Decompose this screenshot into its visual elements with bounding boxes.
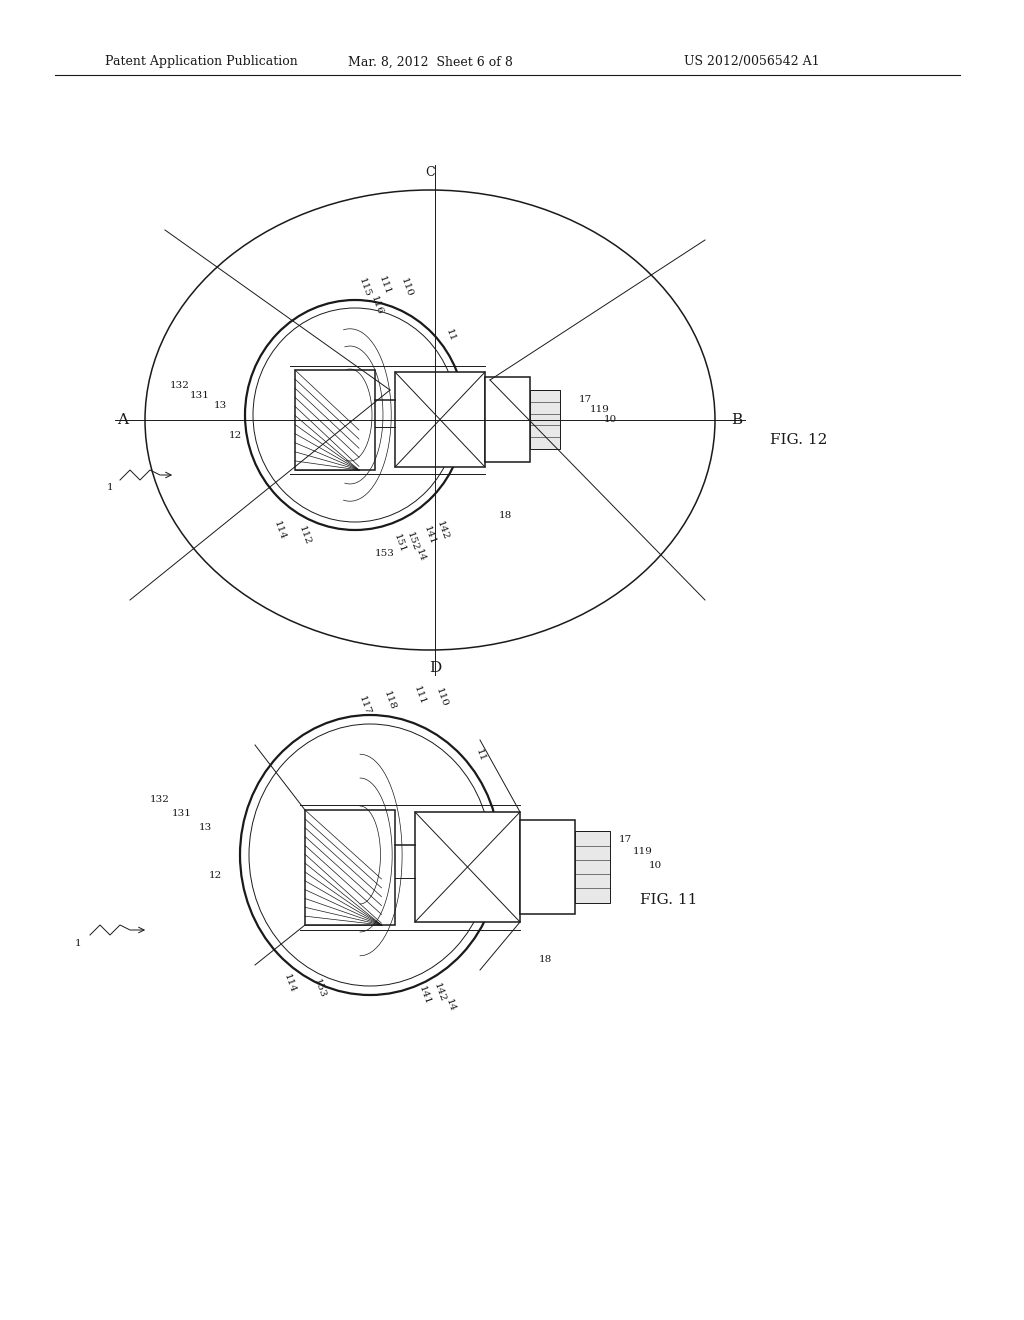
Text: 111: 111 xyxy=(413,684,428,706)
Text: 132: 132 xyxy=(170,380,189,389)
Text: 14: 14 xyxy=(414,548,426,562)
Text: 153: 153 xyxy=(375,549,395,557)
Text: 18: 18 xyxy=(499,511,512,520)
Bar xyxy=(415,812,520,921)
Bar xyxy=(575,832,610,903)
Text: 111: 111 xyxy=(378,275,392,296)
Text: 13: 13 xyxy=(199,822,212,832)
Text: 116: 116 xyxy=(370,294,385,315)
Text: US 2012/0056542 A1: US 2012/0056542 A1 xyxy=(684,55,820,69)
Text: 18: 18 xyxy=(539,956,552,965)
Text: A: A xyxy=(118,413,128,426)
Text: 117: 117 xyxy=(357,694,373,715)
Text: 12: 12 xyxy=(208,870,221,879)
Text: B: B xyxy=(731,413,742,426)
Text: 152: 152 xyxy=(406,531,421,552)
Text: C: C xyxy=(425,165,435,178)
Text: 115: 115 xyxy=(357,276,373,298)
Text: 114: 114 xyxy=(272,519,288,541)
Text: 14: 14 xyxy=(443,997,457,1012)
Text: 119: 119 xyxy=(590,405,610,414)
Text: 11: 11 xyxy=(443,327,457,343)
Text: 142: 142 xyxy=(435,519,451,541)
Text: 131: 131 xyxy=(172,808,191,817)
Text: 151: 151 xyxy=(392,532,408,554)
Text: 141: 141 xyxy=(422,524,437,546)
Text: 142: 142 xyxy=(432,981,447,1003)
Bar xyxy=(305,810,395,925)
Bar xyxy=(485,378,530,462)
Text: 17: 17 xyxy=(618,836,632,845)
Text: 153: 153 xyxy=(312,977,328,999)
Text: 112: 112 xyxy=(297,524,312,546)
Text: 110: 110 xyxy=(434,686,450,708)
Text: 17: 17 xyxy=(579,396,592,404)
Text: 1: 1 xyxy=(75,940,81,949)
Text: 11: 11 xyxy=(473,747,486,763)
Bar xyxy=(395,372,485,467)
Text: 13: 13 xyxy=(213,400,226,409)
Text: 12: 12 xyxy=(228,430,242,440)
Text: 10: 10 xyxy=(603,416,616,425)
Text: 10: 10 xyxy=(648,861,662,870)
Text: Mar. 8, 2012  Sheet 6 of 8: Mar. 8, 2012 Sheet 6 of 8 xyxy=(347,55,512,69)
Text: D: D xyxy=(429,661,441,675)
Bar xyxy=(530,389,560,449)
Text: FIG. 11: FIG. 11 xyxy=(640,894,697,907)
Text: 110: 110 xyxy=(399,276,415,298)
Text: FIG. 12: FIG. 12 xyxy=(770,433,827,447)
Text: 131: 131 xyxy=(190,391,210,400)
Text: Patent Application Publication: Patent Application Publication xyxy=(105,55,298,69)
Text: 114: 114 xyxy=(283,972,298,994)
Text: 132: 132 xyxy=(151,796,170,804)
Text: 1: 1 xyxy=(106,483,114,492)
Text: 141: 141 xyxy=(418,985,432,1006)
Bar xyxy=(520,820,575,913)
Bar xyxy=(295,370,375,470)
Text: 119: 119 xyxy=(633,847,653,857)
Text: 118: 118 xyxy=(382,689,397,711)
